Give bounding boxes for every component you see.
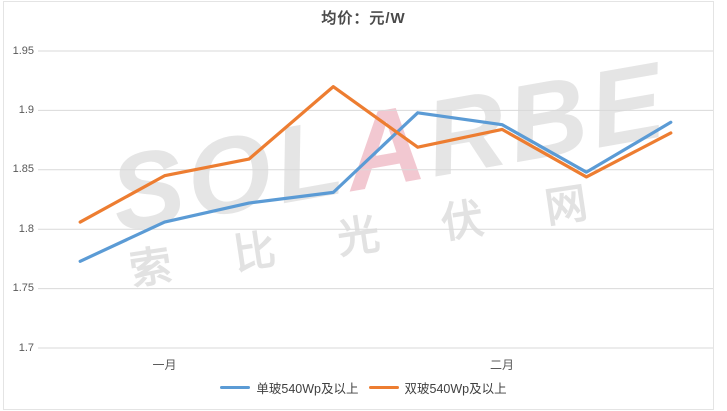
legend-item-series-1: 双玻540Wp及以上 <box>368 378 507 397</box>
y-axis-tick-label: 1.8 <box>18 222 34 235</box>
chart-legend: 单玻540Wp及以上 双玻540Wp及以上 <box>0 378 727 397</box>
x-axis-tick-label: 一月 <box>152 358 177 372</box>
series-line-1 <box>78 85 673 224</box>
y-axis-tick-label: 1.7 <box>18 341 34 354</box>
y-axis-tick-label: 1.75 <box>12 282 34 295</box>
legend-label-series-1: 双玻540Wp及以上 <box>404 382 507 396</box>
legend-item-series-0: 单玻540Wp及以上 <box>220 378 359 397</box>
chart-border <box>3 1 714 410</box>
series-line-0 <box>78 111 673 263</box>
legend-line-swatch-blue <box>220 386 251 389</box>
x-axis-tick-label: 二月 <box>490 358 515 372</box>
y-axis-tick-label: 1.95 <box>12 44 34 57</box>
legend-label-series-0: 单玻540Wp及以上 <box>256 382 359 396</box>
y-axis-tick-label: 1.9 <box>18 103 34 116</box>
y-axis-tick-label: 1.85 <box>12 163 34 176</box>
chart-title: 均价：元/W <box>321 10 406 27</box>
legend-line-swatch-orange <box>368 386 399 389</box>
